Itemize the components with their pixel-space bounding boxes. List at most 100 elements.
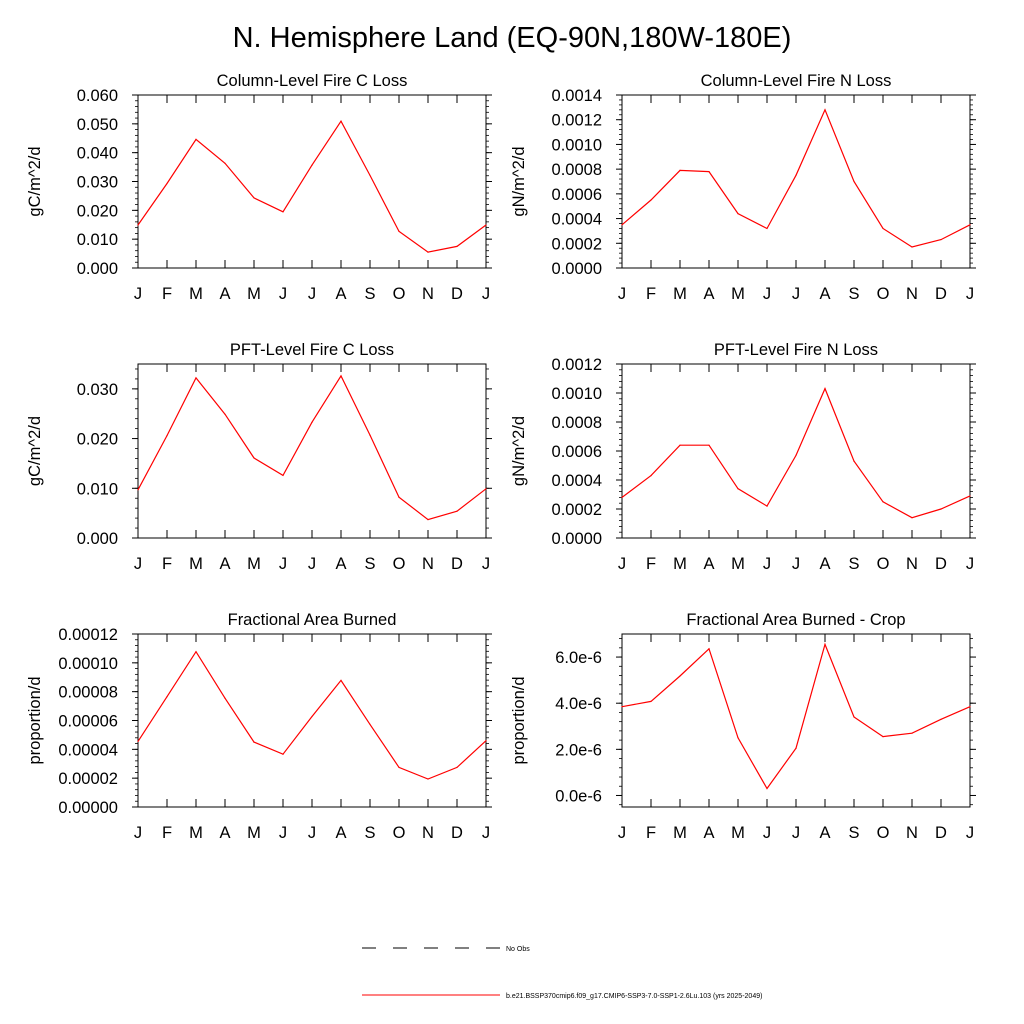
y-tick-label: 0.0000 <box>552 260 602 278</box>
data-point <box>456 766 458 768</box>
x-tick-label: O <box>877 285 890 303</box>
x-tick-label: M <box>189 824 203 842</box>
figure-title: N. Hemisphere Land (EQ-90N,180W-180E) <box>232 22 792 54</box>
y-tick-label: 0.0006 <box>552 186 602 204</box>
data-point <box>708 171 710 173</box>
x-tick-label: F <box>646 824 656 842</box>
x-tick-label: J <box>279 555 287 573</box>
y-tick-label: 0.0012 <box>552 356 602 374</box>
y-axis-label: gN/m^2/d <box>510 416 528 486</box>
y-tick-label: 0.00006 <box>58 713 118 731</box>
data-point <box>911 246 913 248</box>
panel-title: Fractional Area Burned <box>228 611 397 629</box>
y-tick-label: 0.020 <box>77 431 118 449</box>
data-point <box>969 224 971 226</box>
x-tick-label: D <box>451 824 463 842</box>
y-tick-label: 0.000 <box>77 530 118 548</box>
y-axis-label: proportion/d <box>26 676 44 764</box>
data-point <box>679 169 681 171</box>
data-point <box>940 238 942 241</box>
x-tick-label: O <box>393 824 406 842</box>
x-tick-label: M <box>731 285 745 303</box>
data-point <box>853 460 855 462</box>
x-tick-label: F <box>646 285 656 303</box>
data-point <box>137 489 139 491</box>
y-tick-label: 0.0004 <box>552 472 602 490</box>
series-line <box>621 642 971 790</box>
y-tick-label: 0.060 <box>77 87 118 105</box>
y-tick-label: 0.0002 <box>552 501 602 519</box>
y-tick-label: 0.0012 <box>552 112 602 130</box>
x-tick-label: A <box>335 824 346 842</box>
x-tick-label: D <box>935 824 947 842</box>
data-point <box>195 377 197 379</box>
y-tick-label: 0.030 <box>77 174 118 192</box>
x-tick-label: M <box>673 555 687 573</box>
x-tick-label: J <box>792 824 800 842</box>
x-tick-label: J <box>279 285 287 303</box>
data-point <box>195 138 197 141</box>
y-tick-label: 0.020 <box>77 202 118 220</box>
x-tick-label: A <box>703 555 714 573</box>
y-tick-label: 0.0002 <box>552 235 602 253</box>
data-point <box>708 444 710 446</box>
data-point <box>427 251 429 253</box>
data-point <box>224 697 226 699</box>
data-point <box>969 706 971 708</box>
y-tick-label: 0.0004 <box>552 211 602 229</box>
y-axis-label: gC/m^2/d <box>26 146 44 216</box>
data-point <box>166 434 168 437</box>
data-point <box>456 510 458 512</box>
y-tick-label: 0.040 <box>77 145 118 163</box>
x-tick-label: J <box>966 555 974 573</box>
x-tick-label: J <box>618 555 626 573</box>
data-point <box>650 199 652 201</box>
data-point <box>795 174 797 176</box>
data-point <box>369 723 371 725</box>
y-tick-label: 0.0010 <box>552 136 602 154</box>
data-point <box>795 454 797 456</box>
x-tick-label: J <box>308 824 316 842</box>
data-point <box>369 174 371 177</box>
data-point <box>650 475 652 477</box>
data-point <box>766 787 768 790</box>
x-tick-label: O <box>877 824 890 842</box>
x-tick-label: D <box>451 555 463 573</box>
y-tick-label: 0.010 <box>77 480 118 498</box>
x-tick-label: J <box>792 285 800 303</box>
data-point <box>253 457 255 459</box>
data-point <box>195 651 197 653</box>
data-point <box>679 444 681 446</box>
x-tick-label: S <box>848 555 859 573</box>
x-tick-label: M <box>673 824 687 842</box>
series-line <box>137 650 487 780</box>
x-tick-label: J <box>763 824 771 842</box>
data-point <box>282 474 284 476</box>
x-tick-label: S <box>848 824 859 842</box>
x-tick-label: A <box>819 824 830 842</box>
y-tick-label: 0.0006 <box>552 443 602 461</box>
y-tick-label: 0.0008 <box>552 414 602 432</box>
legend-model-label: b.e21.BSSP370cmip6.f09_g17.CMIP6-SSP3-7.… <box>506 993 762 1000</box>
y-tick-label: 0.00000 <box>58 799 118 817</box>
data-point <box>882 736 884 738</box>
data-point <box>340 679 342 682</box>
legend: No Obs b.e21.BSSP370cmip6.f09_g17.CMIP6-… <box>362 946 762 1000</box>
data-point <box>621 496 623 498</box>
x-tick-label: J <box>763 555 771 573</box>
x-tick-label: J <box>308 285 316 303</box>
data-point <box>224 162 226 164</box>
x-tick-label: J <box>482 285 490 303</box>
data-point <box>311 421 313 423</box>
panel-title: Column-Level Fire C Loss <box>217 72 408 90</box>
y-tick-label: 2.0e-6 <box>555 741 602 759</box>
x-tick-label: J <box>482 824 490 842</box>
x-tick-label: J <box>308 555 316 573</box>
x-tick-label: A <box>219 555 230 573</box>
x-tick-label: J <box>792 555 800 573</box>
data-point <box>282 753 284 755</box>
x-tick-label: D <box>935 285 947 303</box>
